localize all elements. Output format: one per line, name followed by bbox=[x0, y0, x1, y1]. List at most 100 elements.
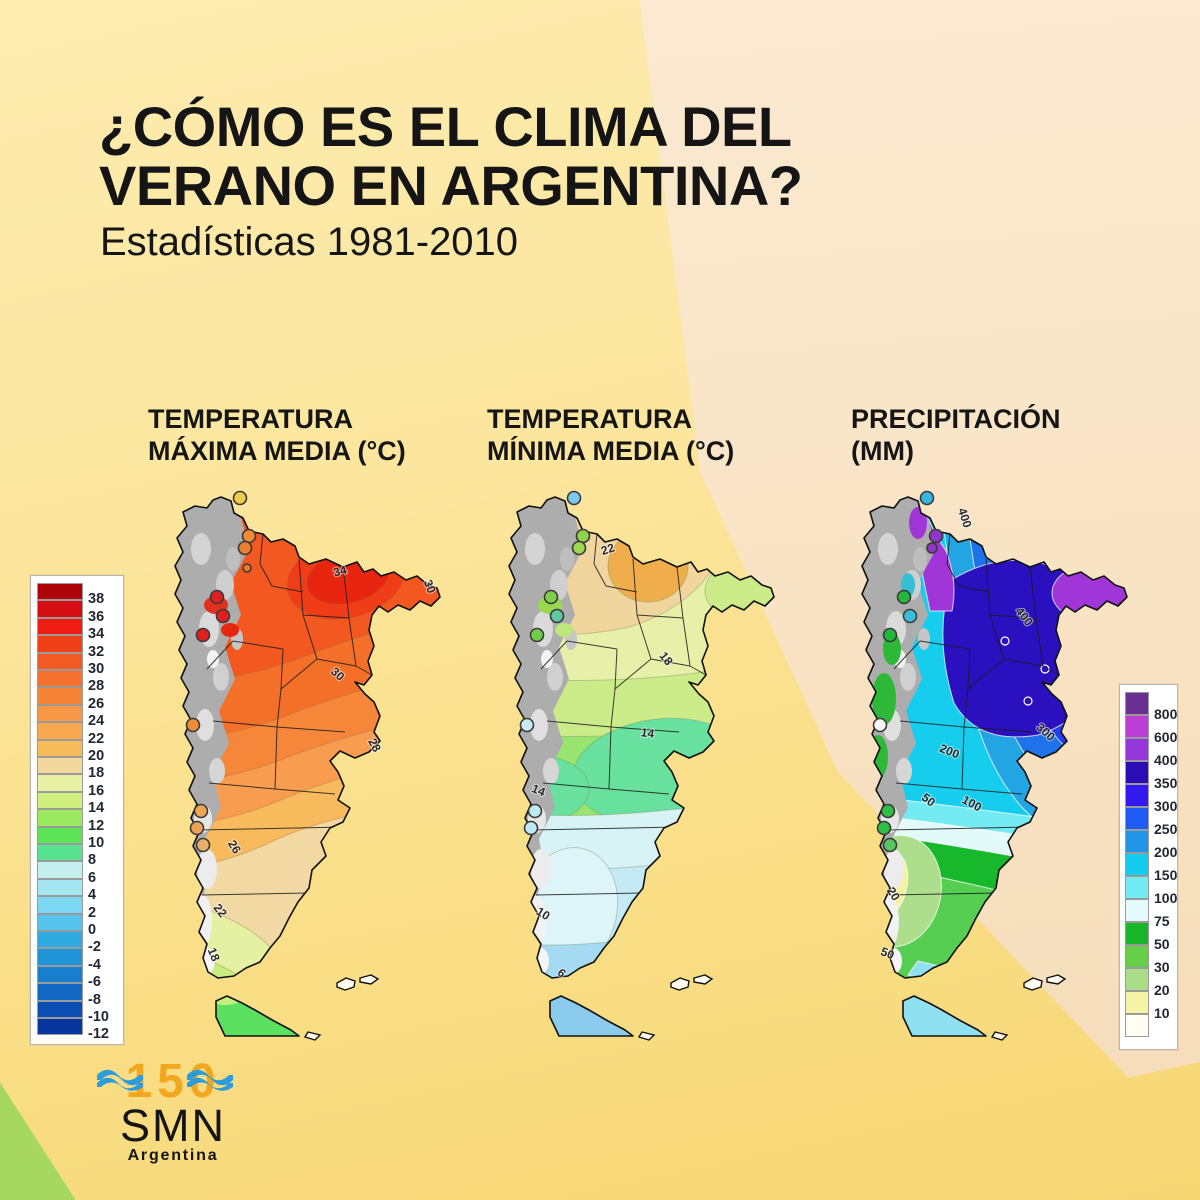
station-dot bbox=[566, 490, 582, 506]
legend-tick-label: -6 bbox=[88, 974, 101, 991]
legend-color-box bbox=[37, 583, 83, 601]
map-title-tmax-line2: MÁXIMA MEDIA (°C) bbox=[148, 435, 406, 466]
legend-tick-label: 28 bbox=[88, 678, 105, 695]
map-title-tmin-line2: MÍNIMA MEDIA (°C) bbox=[487, 435, 735, 466]
map-title-tmin: TEMPERATURA MÍNIMA MEDIA (°C) bbox=[487, 404, 734, 468]
legend-color-box bbox=[37, 826, 83, 844]
station-dot bbox=[872, 717, 888, 733]
map-title-tmax: TEMPERATURA MÁXIMA MEDIA (°C) bbox=[148, 404, 406, 468]
legend-color-box bbox=[37, 774, 83, 792]
legend-color-box bbox=[37, 1000, 83, 1018]
legend-tick-label: 24 bbox=[88, 713, 105, 730]
legend-color-box bbox=[37, 757, 83, 775]
contour-value-label: 400 bbox=[955, 506, 975, 530]
page-subtitle: Estadísticas 1981-2010 bbox=[100, 220, 519, 264]
legend-color-box bbox=[1125, 968, 1149, 991]
page-title: ¿CÓMO ES EL CLIMA DEL VERANO EN ARGENTIN… bbox=[99, 95, 803, 217]
legend-tick-label: 150 bbox=[1154, 867, 1178, 884]
legend-tick-label: -2 bbox=[88, 939, 101, 956]
legend-color-box bbox=[1125, 830, 1149, 853]
map-title-tmax-line1: TEMPERATURA bbox=[148, 404, 353, 434]
station-dot bbox=[189, 820, 205, 836]
logo-smn-text: SMN bbox=[120, 1100, 226, 1151]
legend-tick-label: 6 bbox=[88, 869, 97, 886]
contour-value-label: 14 bbox=[530, 781, 548, 799]
legend-tick-label: 250 bbox=[1154, 821, 1178, 838]
legend-tick-label: 50 bbox=[1154, 936, 1170, 953]
legend-color-box bbox=[37, 844, 83, 862]
legend-color-box bbox=[37, 913, 83, 931]
station-dot bbox=[876, 820, 892, 836]
legend-color-box bbox=[37, 739, 83, 757]
legend-color-box bbox=[37, 809, 83, 827]
legend-tick-label: 16 bbox=[88, 782, 105, 799]
station-dot bbox=[529, 627, 545, 643]
legend-tick-label: 36 bbox=[88, 608, 105, 625]
map-title-precip-line2: (MM) bbox=[851, 435, 914, 466]
logo-argentina-text: Argentina bbox=[127, 1147, 219, 1165]
station-dots-tmax bbox=[185, 490, 257, 853]
legend-tick-label: 38 bbox=[88, 591, 105, 608]
station-dot bbox=[209, 589, 225, 605]
legend-color-box bbox=[1125, 876, 1149, 899]
map-title-tmin-line1: TEMPERATURA bbox=[487, 404, 692, 434]
legend-color-box bbox=[1125, 945, 1149, 968]
legend-color-box bbox=[37, 791, 83, 810]
legend-tick-label: 350 bbox=[1154, 775, 1178, 792]
legend-tick-label: 12 bbox=[88, 817, 105, 834]
legend-color-box bbox=[37, 983, 83, 1001]
contour-value-label: 22 bbox=[599, 540, 616, 558]
legend-tick-label: 20 bbox=[88, 748, 105, 764]
legend-tick-label: 14 bbox=[88, 800, 105, 817]
legend-precipitation-scale: 800 600 400 350 300 250 200 150 100 75 50 30 20 10 bbox=[1119, 684, 1178, 1050]
station-dot bbox=[896, 589, 912, 605]
legend-tick-label: 30 bbox=[88, 661, 105, 677]
smn-logo: 150 SMN Argentina bbox=[97, 1058, 248, 1165]
legend-color-box bbox=[37, 600, 83, 618]
page-title-line1: ¿CÓMO ES EL CLIMA DEL bbox=[99, 95, 792, 158]
legend-color-box bbox=[37, 704, 83, 723]
legend-tick-label: 100 bbox=[1154, 890, 1178, 907]
legend-tick-label: 22 bbox=[88, 730, 105, 747]
legend-color-box bbox=[1125, 991, 1149, 1014]
legend-color-box bbox=[37, 896, 83, 914]
contour-value-label: 14 bbox=[640, 725, 655, 741]
station-dot bbox=[543, 589, 559, 605]
legend-color-box bbox=[37, 687, 83, 705]
station-dot bbox=[928, 528, 944, 544]
legend-tick-label: 200 bbox=[1154, 844, 1178, 861]
legend-color-box bbox=[1125, 807, 1149, 830]
station-dot bbox=[523, 820, 539, 836]
legend-tick-label: 800 bbox=[1154, 706, 1178, 723]
legend-color-box bbox=[37, 652, 83, 670]
legend-color-box bbox=[1125, 922, 1149, 945]
station-dot bbox=[237, 540, 253, 556]
legend-tick-label: 10 bbox=[1154, 1005, 1170, 1022]
contour-value-label: 18 bbox=[205, 946, 223, 964]
station-dot bbox=[242, 563, 252, 573]
map-title-precip-line1: PRECIPITACIÓN bbox=[851, 404, 1061, 434]
legend-tick-label: 75 bbox=[1154, 913, 1170, 930]
legend-tick-label: 20 bbox=[1154, 982, 1170, 999]
station-dot bbox=[926, 542, 938, 554]
legend-tick-label: 8 bbox=[88, 852, 97, 869]
legend-tick-label: 26 bbox=[88, 695, 105, 712]
legend-color-box bbox=[1125, 1014, 1149, 1037]
station-dot bbox=[519, 717, 535, 733]
legend-tick-label: 400 bbox=[1154, 752, 1178, 769]
contour-value-label: 34 bbox=[332, 563, 349, 580]
legend-color-box bbox=[37, 931, 83, 949]
legend-tick-label: 2 bbox=[88, 904, 97, 921]
legend-color-box bbox=[1125, 692, 1149, 715]
legend-color-box bbox=[37, 878, 83, 897]
station-dot bbox=[195, 837, 211, 853]
legend-tick-label: -4 bbox=[88, 956, 101, 973]
legend-tick-label: -12 bbox=[88, 1026, 109, 1043]
legend-tick-label: 18 bbox=[88, 765, 105, 782]
legend-color-box bbox=[1125, 715, 1149, 738]
legend-color-box bbox=[1125, 784, 1149, 807]
legend-tick-label: 4 bbox=[88, 887, 97, 904]
legend-tick-label: 34 bbox=[88, 626, 105, 643]
page-title-line2: VERANO EN ARGENTINA? bbox=[99, 153, 803, 217]
